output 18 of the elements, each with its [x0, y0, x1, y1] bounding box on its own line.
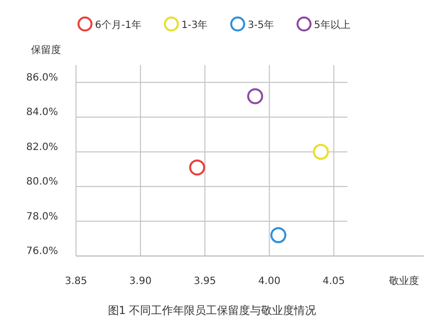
text: 图1 不同工作年限员工保留度与敬业度情况: [108, 304, 316, 317]
legend-label: 3-5年: [248, 19, 274, 31]
y-tick-label: 82.0%: [26, 142, 58, 153]
x-tick-label: 4.05: [322, 276, 345, 287]
y-tick-label: 86.0%: [26, 72, 58, 84]
x-axis-title: 敬业度: [389, 275, 419, 287]
x-tick-label: 3.85: [64, 276, 88, 287]
legend-label: 5年以上: [314, 19, 350, 31]
x-tick-label: 3.90: [129, 276, 152, 287]
y-tick-label: 76.0%: [26, 246, 58, 257]
y-tick-label: 84.0%: [26, 107, 58, 118]
legend-label: 1-3年: [181, 19, 208, 31]
x-tick-label: 3.95: [194, 276, 216, 287]
x-tick-label: 4.00: [258, 276, 280, 287]
y-axis-title: 保留度: [31, 44, 61, 56]
y-tick-label: 78.0%: [26, 211, 58, 222]
y-tick-label: 80.0%: [26, 176, 58, 188]
legend-label: 6个月-1年: [95, 19, 142, 31]
